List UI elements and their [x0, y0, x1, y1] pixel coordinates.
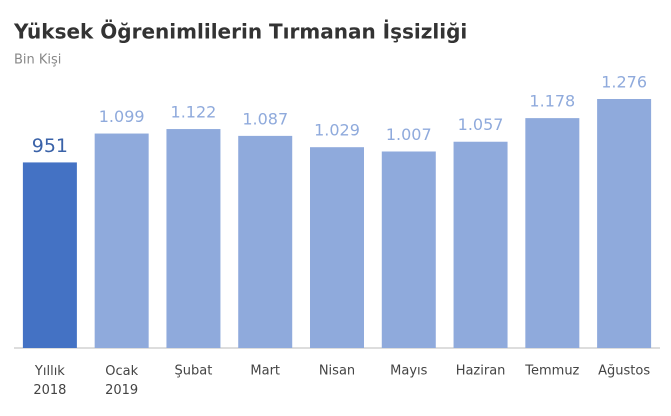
value-label: 1.276	[601, 73, 647, 92]
value-label: 1.087	[242, 109, 288, 128]
value-label: 1.029	[314, 121, 360, 140]
value-label: 951	[32, 135, 68, 157]
bar	[22, 162, 77, 348]
chart-title: Yüksek Öğrenimlilerin Tırmanan İşsizliği	[13, 20, 467, 44]
bar	[238, 135, 293, 348]
x-tick-label: Ağustos	[598, 364, 650, 379]
bar	[525, 118, 580, 348]
value-label: 1.122	[171, 103, 217, 122]
bar	[381, 151, 436, 348]
bar	[166, 129, 221, 348]
chart-subtitle: Bin Kişi	[14, 53, 61, 68]
value-label: 1.178	[529, 92, 575, 111]
value-label: 1.007	[386, 125, 432, 144]
x-tick-label: Mart	[250, 364, 280, 379]
x-tick-label: Temmuz	[524, 364, 579, 379]
x-tick-label: Nisan	[319, 364, 355, 379]
x-tick-label: Mayıs	[390, 364, 427, 379]
x-tick-label: Ocak 2019	[105, 364, 138, 398]
value-label: 1.099	[99, 107, 145, 126]
bar	[597, 99, 652, 348]
x-tick-label: Şubat	[175, 364, 213, 379]
value-label: 1.057	[458, 115, 504, 134]
bar	[453, 141, 508, 348]
x-tick-label: Haziran	[456, 364, 506, 379]
x-tick-label: Yıllık 2018	[33, 364, 66, 398]
bar	[310, 147, 364, 348]
bar	[94, 133, 149, 348]
